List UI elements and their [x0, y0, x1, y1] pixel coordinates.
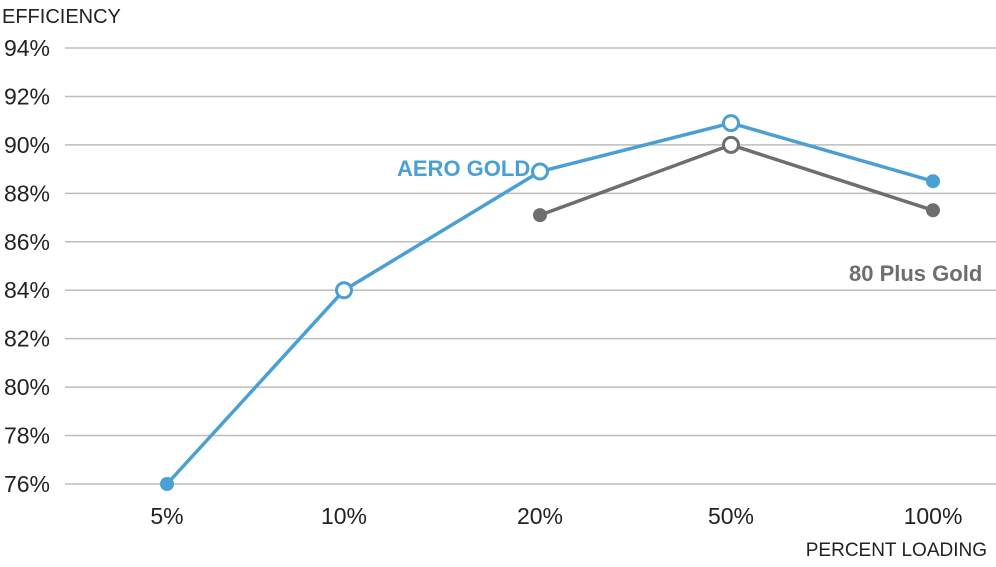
x-tick-label: 100% [904, 503, 963, 529]
y-tick-label: 90% [4, 132, 50, 158]
series-lines [165, 121, 935, 486]
series-label-80-plus-gold: 80 Plus Gold [849, 261, 982, 286]
y-tick-label: 92% [4, 83, 50, 109]
data-point-aero-gold [722, 114, 740, 133]
x-axis-title: PERCENT LOADING [806, 540, 987, 561]
data-point-aero-gold [160, 477, 174, 491]
data-point-80-plus-gold [722, 135, 740, 154]
gridlines [65, 47, 996, 485]
data-point-80-plus-gold [926, 203, 940, 218]
y-tick-label: 82% [4, 326, 50, 352]
series-line-aero-gold [165, 121, 935, 486]
x-tick-label: 5% [150, 503, 183, 529]
data-point-80-plus-gold [533, 208, 547, 223]
y-tick-label: 78% [4, 423, 50, 449]
x-tick-label: 20% [517, 503, 563, 529]
y-tick-label: 94% [4, 35, 50, 61]
y-tick-label: 86% [4, 229, 50, 255]
x-tick-labels: 5% 10% 20% 50% 100% [150, 503, 962, 529]
y-tick-labels: 94% 92% 90% 88% 86% 84% 82% 80% 78% 76% [4, 35, 50, 497]
series-markers [160, 114, 940, 491]
x-tick-label: 50% [708, 503, 754, 529]
y-axis-title: EFFICIENCY [2, 6, 121, 28]
data-point-aero-gold [926, 174, 940, 189]
data-point-aero-gold [335, 281, 353, 300]
y-tick-label: 80% [4, 374, 50, 400]
data-point-aero-gold [531, 162, 549, 181]
series-label-aero-gold: AERO GOLD [397, 156, 530, 181]
y-tick-label: 84% [4, 277, 50, 303]
y-tick-label: 76% [4, 471, 50, 497]
y-tick-label: 88% [4, 180, 50, 206]
x-tick-label: 10% [321, 503, 367, 529]
